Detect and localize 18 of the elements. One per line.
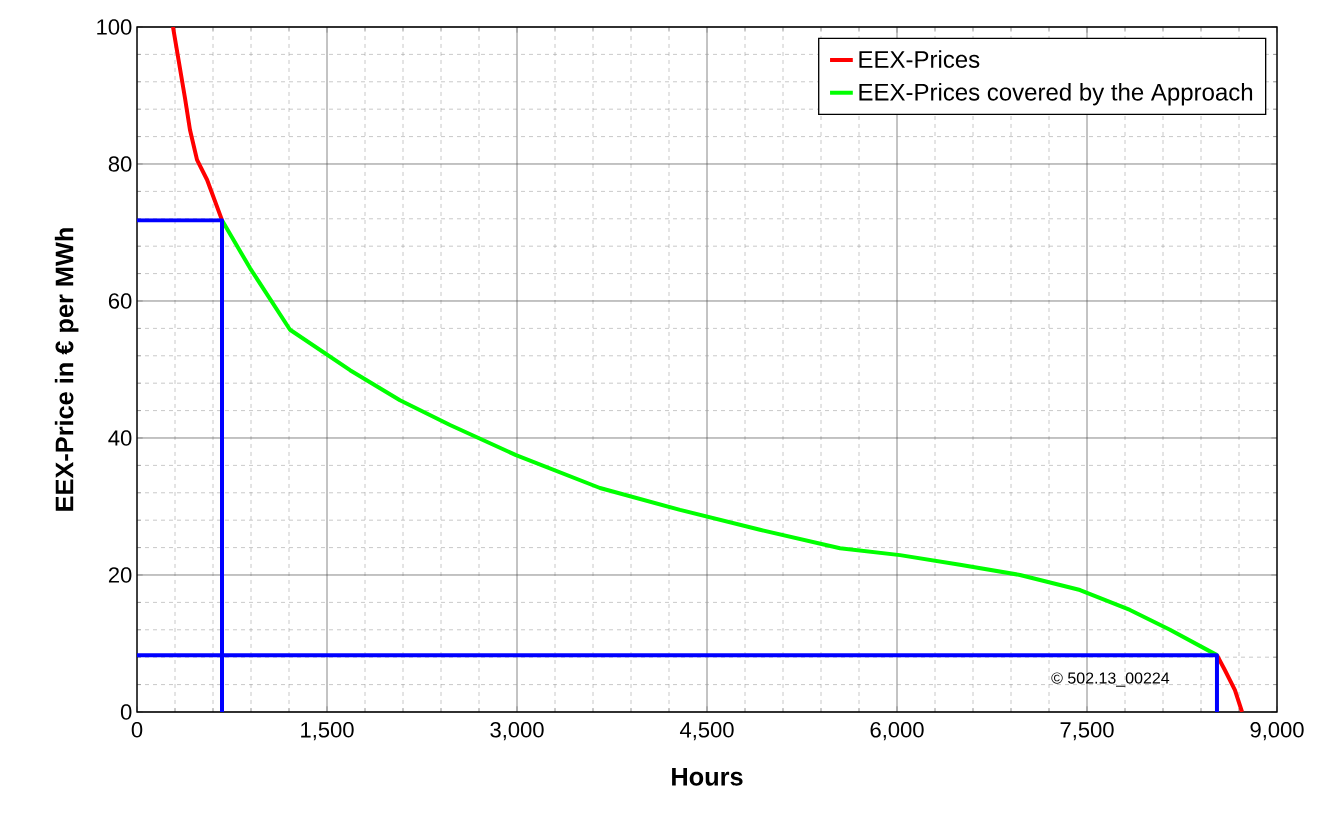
x-tick-label: 3,000 <box>490 722 544 741</box>
x-tick-label: 0 <box>131 722 143 738</box>
y-tick-label: 40 <box>108 430 132 446</box>
x-axis-title: Hours <box>672 768 743 786</box>
x-tick-label: 9,000 <box>1250 722 1304 741</box>
y-axis-title: EEX-Price in € per MWh <box>54 228 79 511</box>
x-tick-label: 7,500 <box>1060 722 1114 741</box>
y-tick-label: 80 <box>108 156 132 172</box>
y-tick-label: 60 <box>108 293 132 309</box>
annotation: © 502.13_00224 <box>1051 672 1170 687</box>
x-tick-label: 1,500 <box>301 722 354 741</box>
x-tick-label: 4,500 <box>679 722 734 741</box>
legend-label: EEX-Prices <box>859 50 980 68</box>
y-tick-label: 20 <box>108 567 132 583</box>
legend-label: EEX-Prices covered by the Approach <box>859 83 1253 106</box>
x-tick-label: 6,000 <box>870 722 924 741</box>
y-tick-label: 100 <box>97 19 132 35</box>
y-tick-label: 0 <box>120 704 132 720</box>
